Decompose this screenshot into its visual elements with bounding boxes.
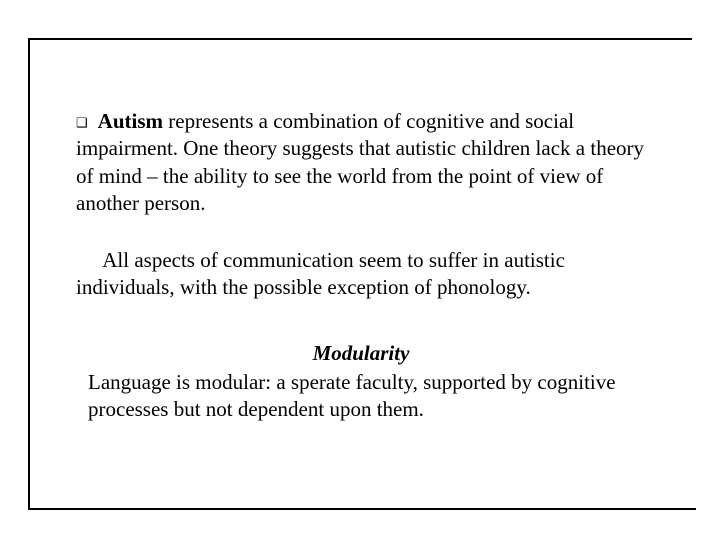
p3-text: Language is modular: a sperate faculty, … <box>88 370 616 421</box>
slide-content: ❑Autism represents a combination of cogn… <box>76 108 646 424</box>
paragraph-1: ❑Autism represents a combination of cogn… <box>76 108 646 217</box>
square-bullet-icon: ❑ <box>76 115 88 132</box>
paragraph-3: Language is modular: a sperate faculty, … <box>76 369 646 424</box>
section-heading: Modularity <box>76 340 646 367</box>
paragraph-2: All aspects of communication seem to suf… <box>76 247 646 302</box>
p1-bold-term: Autism <box>98 109 163 133</box>
p2-text: All aspects of communication seem to suf… <box>76 248 570 299</box>
